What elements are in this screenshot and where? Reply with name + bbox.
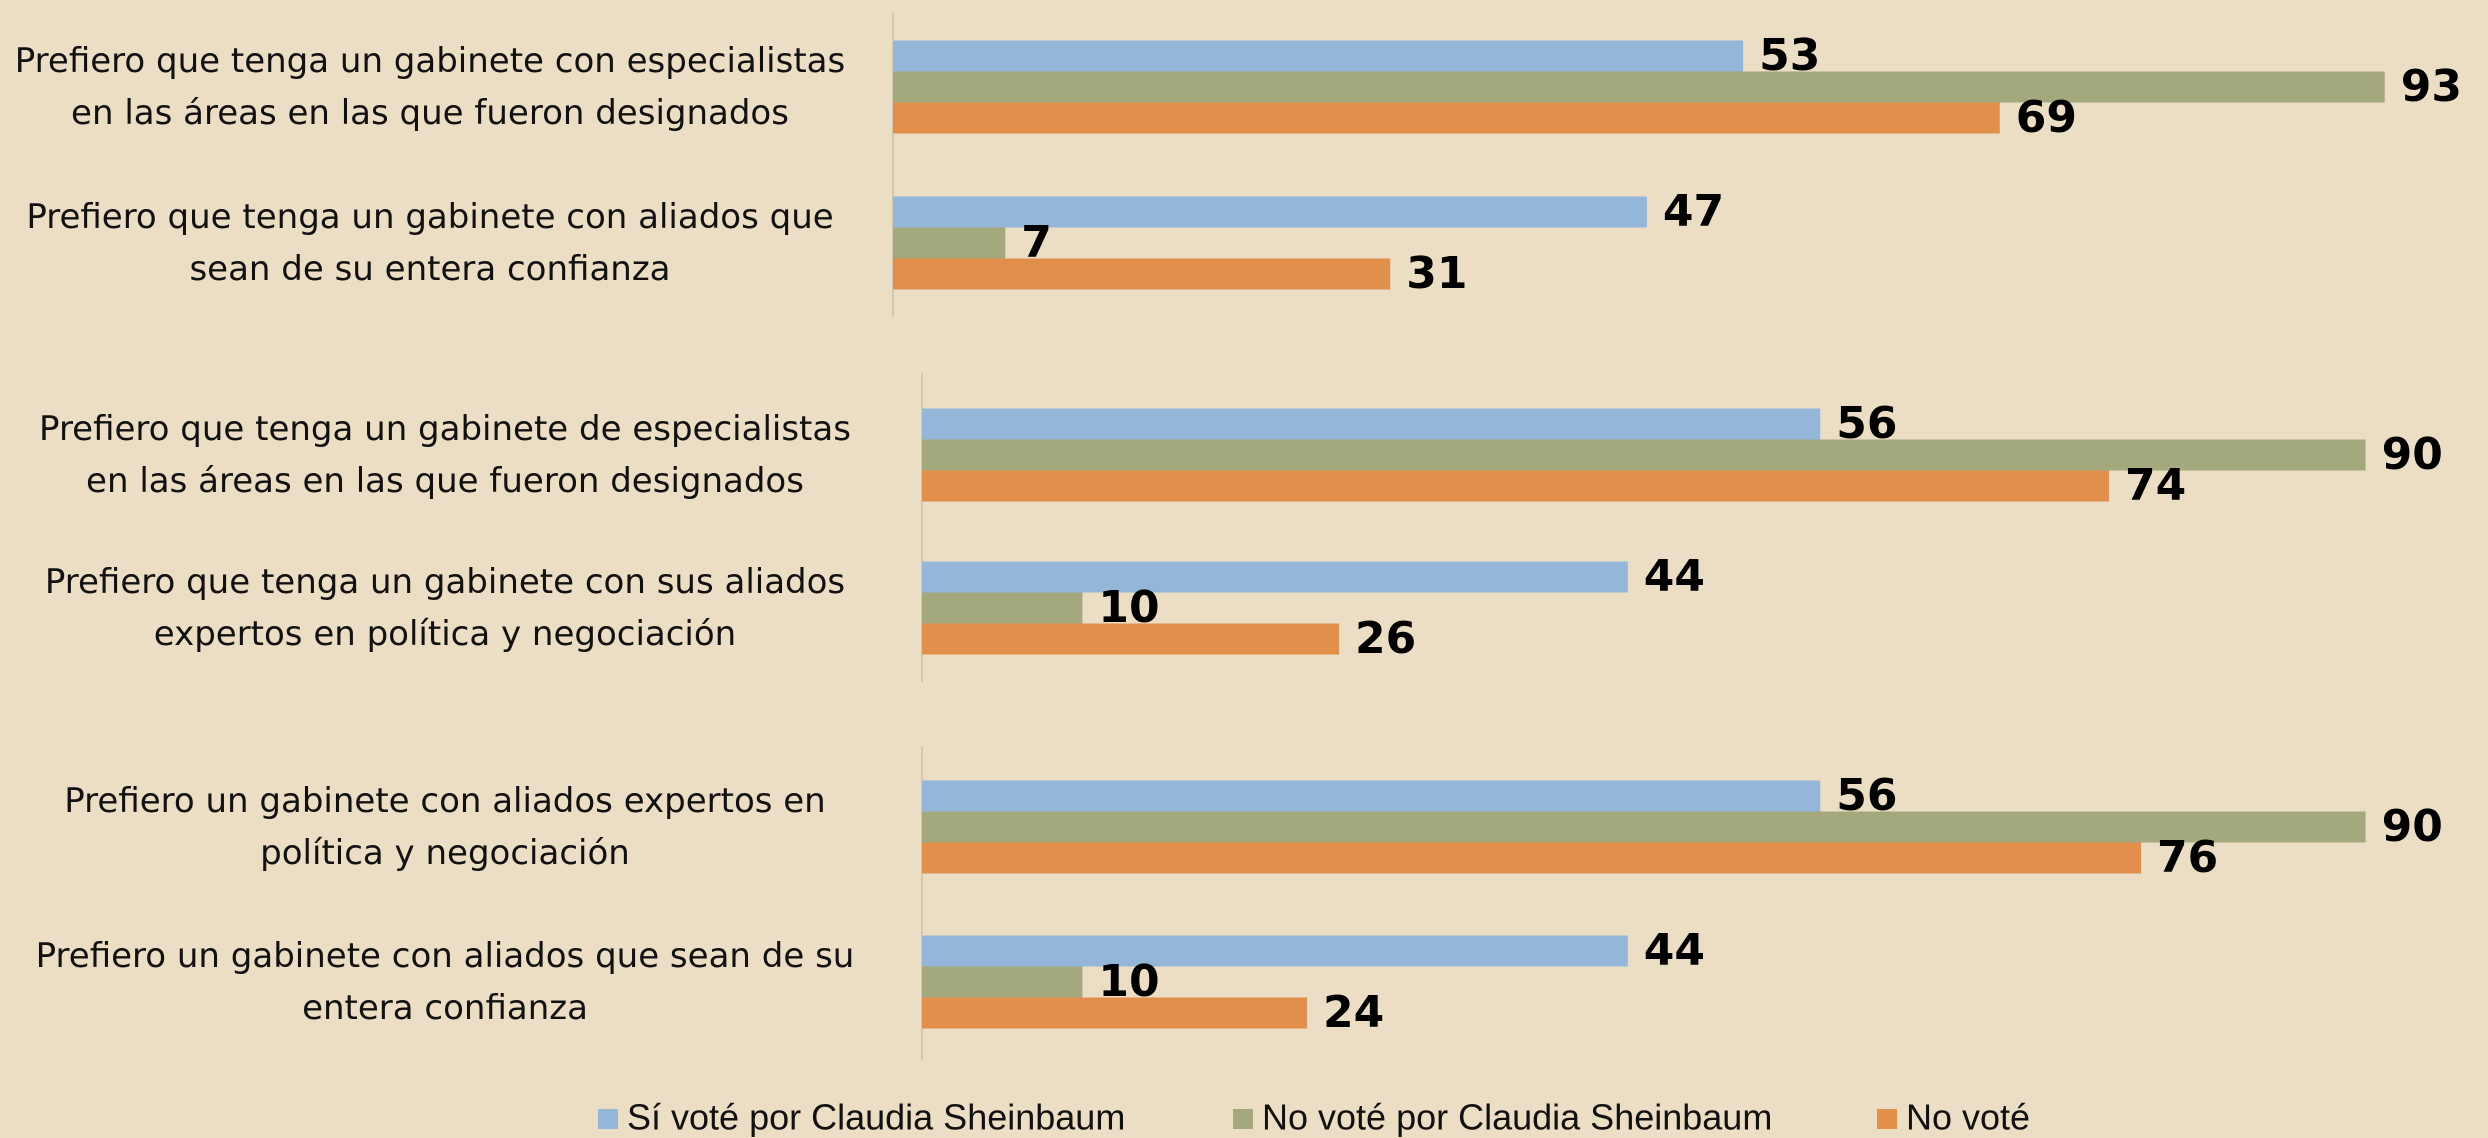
value-label: 31: [1406, 248, 1467, 299]
legend-swatch: [1233, 1109, 1253, 1129]
value-label: 24: [1323, 987, 1384, 1038]
bar: [893, 227, 1006, 259]
bar: [922, 997, 1307, 1029]
category-label: Prefiero que tenga un gabinete de especi…: [39, 409, 851, 501]
bar: [922, 470, 2109, 502]
category-label: Prefiero que tenga un gabinete con sus a…: [44, 562, 846, 654]
bar: [893, 196, 1647, 228]
bar: [893, 71, 2385, 103]
bar: [893, 258, 1391, 290]
bar: [922, 842, 2142, 874]
value-label: 26: [1355, 613, 1416, 664]
legend-swatch: [1877, 1109, 1897, 1129]
category-label: Prefiero un gabinete con aliados experto…: [64, 781, 826, 873]
value-label: 74: [2125, 460, 2186, 511]
bar: [922, 780, 1821, 812]
legend-label: No voté por Claudia Sheinbaum: [1262, 1097, 1772, 1138]
bar: [922, 966, 1083, 998]
bar: [922, 935, 1628, 967]
bar: [922, 811, 2366, 843]
category-label: Prefiero un gabinete con aliados que sea…: [35, 936, 855, 1028]
value-label: 69: [2016, 92, 2077, 143]
value-label: 44: [1644, 551, 1705, 602]
value-label: 90: [2382, 801, 2443, 852]
value-label: 90: [2382, 429, 2443, 480]
legend-label: No voté: [1906, 1097, 2030, 1138]
value-label: 93: [2401, 61, 2462, 112]
bar: [922, 623, 1340, 655]
bar: [922, 439, 2366, 471]
value-label: 76: [2157, 832, 2218, 883]
category-label: Prefiero que tenga un gabinete con aliad…: [26, 197, 834, 289]
bar: [922, 408, 1821, 440]
bar: [922, 592, 1083, 624]
value-label: 47: [1663, 186, 1724, 237]
bar: [922, 561, 1628, 593]
legend-swatch: [598, 1109, 618, 1129]
bar: [893, 40, 1744, 72]
value-label: 44: [1644, 925, 1705, 976]
bar: [893, 102, 2000, 134]
legend-label: Sí voté por Claudia Sheinbaum: [627, 1097, 1125, 1138]
category-label: Prefiero que tenga un gabinete con espec…: [14, 41, 846, 133]
